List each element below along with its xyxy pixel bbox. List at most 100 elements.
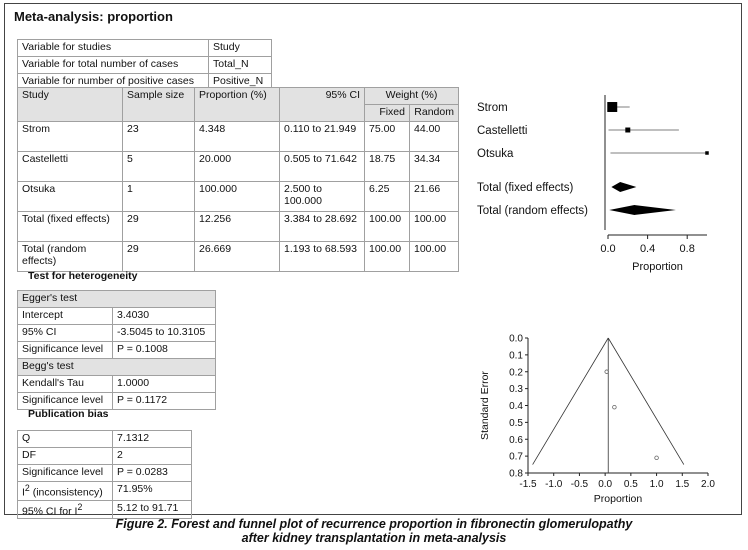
- forest-label: Otsuka: [477, 148, 514, 160]
- header-study: Study: [17, 87, 123, 122]
- cell-fixed: 75.00: [364, 121, 410, 152]
- funnel-y-tick-label: 0.2: [509, 367, 523, 378]
- forest-x-tick-label: 0.8: [680, 243, 695, 255]
- stat-value: 2: [112, 447, 192, 465]
- heterogeneity-title: Test for heterogeneity: [28, 270, 138, 282]
- cell-study: Total (random effects): [17, 241, 123, 272]
- cell-proportion: 12.256: [194, 211, 280, 242]
- funnel-x-tick-label: -1.5: [519, 479, 537, 490]
- forest-point: [625, 127, 631, 133]
- cell-study: Strom: [17, 121, 123, 152]
- cell-ci: 3.384 to 28.692: [279, 211, 365, 242]
- stat-label-main: I: [22, 486, 25, 499]
- cell-study: Total (fixed effects): [17, 211, 123, 242]
- table-row: 95% CI for I2 5.12 to 91.71: [17, 499, 192, 519]
- forest-point: [607, 102, 618, 112]
- variable-label: Variable for total number of cases: [17, 56, 209, 74]
- funnel-plot: 0.0 0.1 0.2 0.3 0.4 0.5 0.6 0.7 0.8-1.5 -1.0 -0.5 0…: [479, 334, 715, 506]
- funnel-x-tick-label: 1.0: [650, 479, 664, 490]
- table-row: Total (random effects) 29 26.669 1.193 t…: [17, 241, 459, 272]
- funnel-point: [604, 369, 609, 374]
- stat-label: Q: [17, 430, 113, 448]
- cell-fixed: 6.25: [364, 181, 410, 212]
- variables-table: Variable for studies Study Variable for …: [17, 39, 272, 91]
- cell-random: 44.00: [409, 121, 459, 152]
- cell-study: Castelletti: [17, 151, 123, 182]
- funnel-y-tick-label: 0.7: [509, 452, 523, 463]
- funnel-x-tick-label: 0.5: [624, 479, 638, 490]
- cell-study: Otsuka: [17, 181, 123, 212]
- cell-random: 100.00: [409, 241, 459, 272]
- table-row: Significance level P = 0.1008: [17, 341, 216, 359]
- stat-value: P = 0.1008: [112, 341, 216, 359]
- table-row: Strom 23 4.348 0.110 to 21.949 75.00 44.…: [17, 121, 459, 152]
- funnel-y-tick-label: 0.5: [509, 418, 523, 429]
- stat-label-superscript: 2: [24, 483, 30, 493]
- cell-fixed: 18.75: [364, 151, 410, 182]
- table-row: Kendall's Tau 1.0000: [17, 375, 216, 393]
- table-row: Significance level P = 0.0283: [17, 464, 192, 482]
- forest-diamond: [611, 182, 637, 192]
- cell-sample: 29: [122, 241, 195, 272]
- cell-random: 34.34: [409, 151, 459, 182]
- table-row: Variable for total number of cases Total…: [17, 56, 272, 74]
- stat-value: 5.12 to 91.71: [112, 499, 192, 519]
- table-row: 95% CI -3.5045 to 10.3105: [17, 324, 216, 342]
- stat-label: Significance level: [17, 464, 113, 482]
- stat-value: P = 0.0283: [112, 464, 192, 482]
- forest-diamond: [609, 205, 676, 215]
- funnel-y-tick-label: 0.4: [509, 401, 523, 412]
- stat-value: 71.95%: [112, 481, 192, 501]
- funnel-y-tick-label: 0.6: [509, 435, 523, 446]
- table-row: Begg's test: [17, 358, 216, 376]
- funnel-x-tick-label: 1.5: [675, 479, 689, 490]
- table-row: Total (fixed effects) 29 12.256 3.384 to…: [17, 211, 459, 242]
- stat-label: Intercept: [17, 307, 113, 325]
- funnel-left-boundary: [532, 337, 609, 465]
- stat-label-main: 95% CI for I: [22, 505, 78, 517]
- stat-label: Significance level: [17, 392, 113, 410]
- funnel-right-boundary: [607, 337, 685, 465]
- cell-ci: 0.110 to 21.949: [279, 121, 365, 152]
- table-row: Egger's test: [17, 290, 216, 308]
- cell-fixed: 100.00: [364, 211, 410, 242]
- stat-label: Significance level: [17, 341, 113, 359]
- table-row: Significance level P = 0.1172: [17, 392, 216, 410]
- cell-ci: 1.193 to 68.593: [279, 241, 365, 272]
- cell-sample: 1: [122, 181, 195, 212]
- table-row: DF 2: [17, 447, 192, 465]
- stat-label-superscript: 2: [77, 501, 83, 512]
- cell-sample: 5: [122, 151, 195, 182]
- header-ci: 95% CI: [279, 87, 365, 122]
- header-sample-size: Sample size: [122, 87, 195, 122]
- stat-label-rest: (inconsistency): [29, 486, 103, 499]
- forest-x-tick-label: 0.0: [600, 243, 615, 255]
- funnel-x-tick-label: -1.0: [545, 479, 563, 490]
- cell-proportion: 26.669: [194, 241, 280, 272]
- funnel-y-tick-label: 0.0: [509, 334, 523, 345]
- cell-proportion: 20.000: [194, 151, 280, 182]
- table-row: Otsuka 1 100.000 2.500 to 100.000 6.25 2…: [17, 181, 459, 212]
- forest-label: Total (random effects): [477, 205, 588, 217]
- cell-random: 21.66: [409, 181, 459, 212]
- funnel-x-tick-label: 0.0: [598, 479, 612, 490]
- caption-line-1: Figure 2. Forest and funnel plot of recu…: [115, 517, 633, 531]
- stat-label: I2 (inconsistency): [17, 481, 113, 501]
- cell-sample: 29: [122, 211, 195, 242]
- header-proportion: Proportion (%): [194, 87, 280, 122]
- cell-ci: 0.505 to 71.642: [279, 151, 365, 182]
- cell-sample: 23: [122, 121, 195, 152]
- cell-proportion: 100.000: [194, 181, 280, 212]
- stat-value: P = 0.1172: [112, 392, 216, 410]
- table-header-row: Study Sample size Proportion (%) 95% CI …: [17, 87, 459, 122]
- forest-label: Castelletti: [477, 125, 528, 137]
- stat-label: DF: [17, 447, 113, 465]
- figure-frame: [4, 3, 742, 515]
- cell-random: 100.00: [409, 211, 459, 242]
- stat-label: 95% CI: [17, 324, 113, 342]
- stat-label: Kendall's Tau: [17, 375, 113, 393]
- funnel-point: [654, 455, 659, 461]
- variable-label: Variable for studies: [17, 39, 209, 57]
- heterogeneity-table: Egger's test Intercept 3.4030 95% CI -3.…: [17, 290, 216, 410]
- header-random: Random: [409, 104, 459, 122]
